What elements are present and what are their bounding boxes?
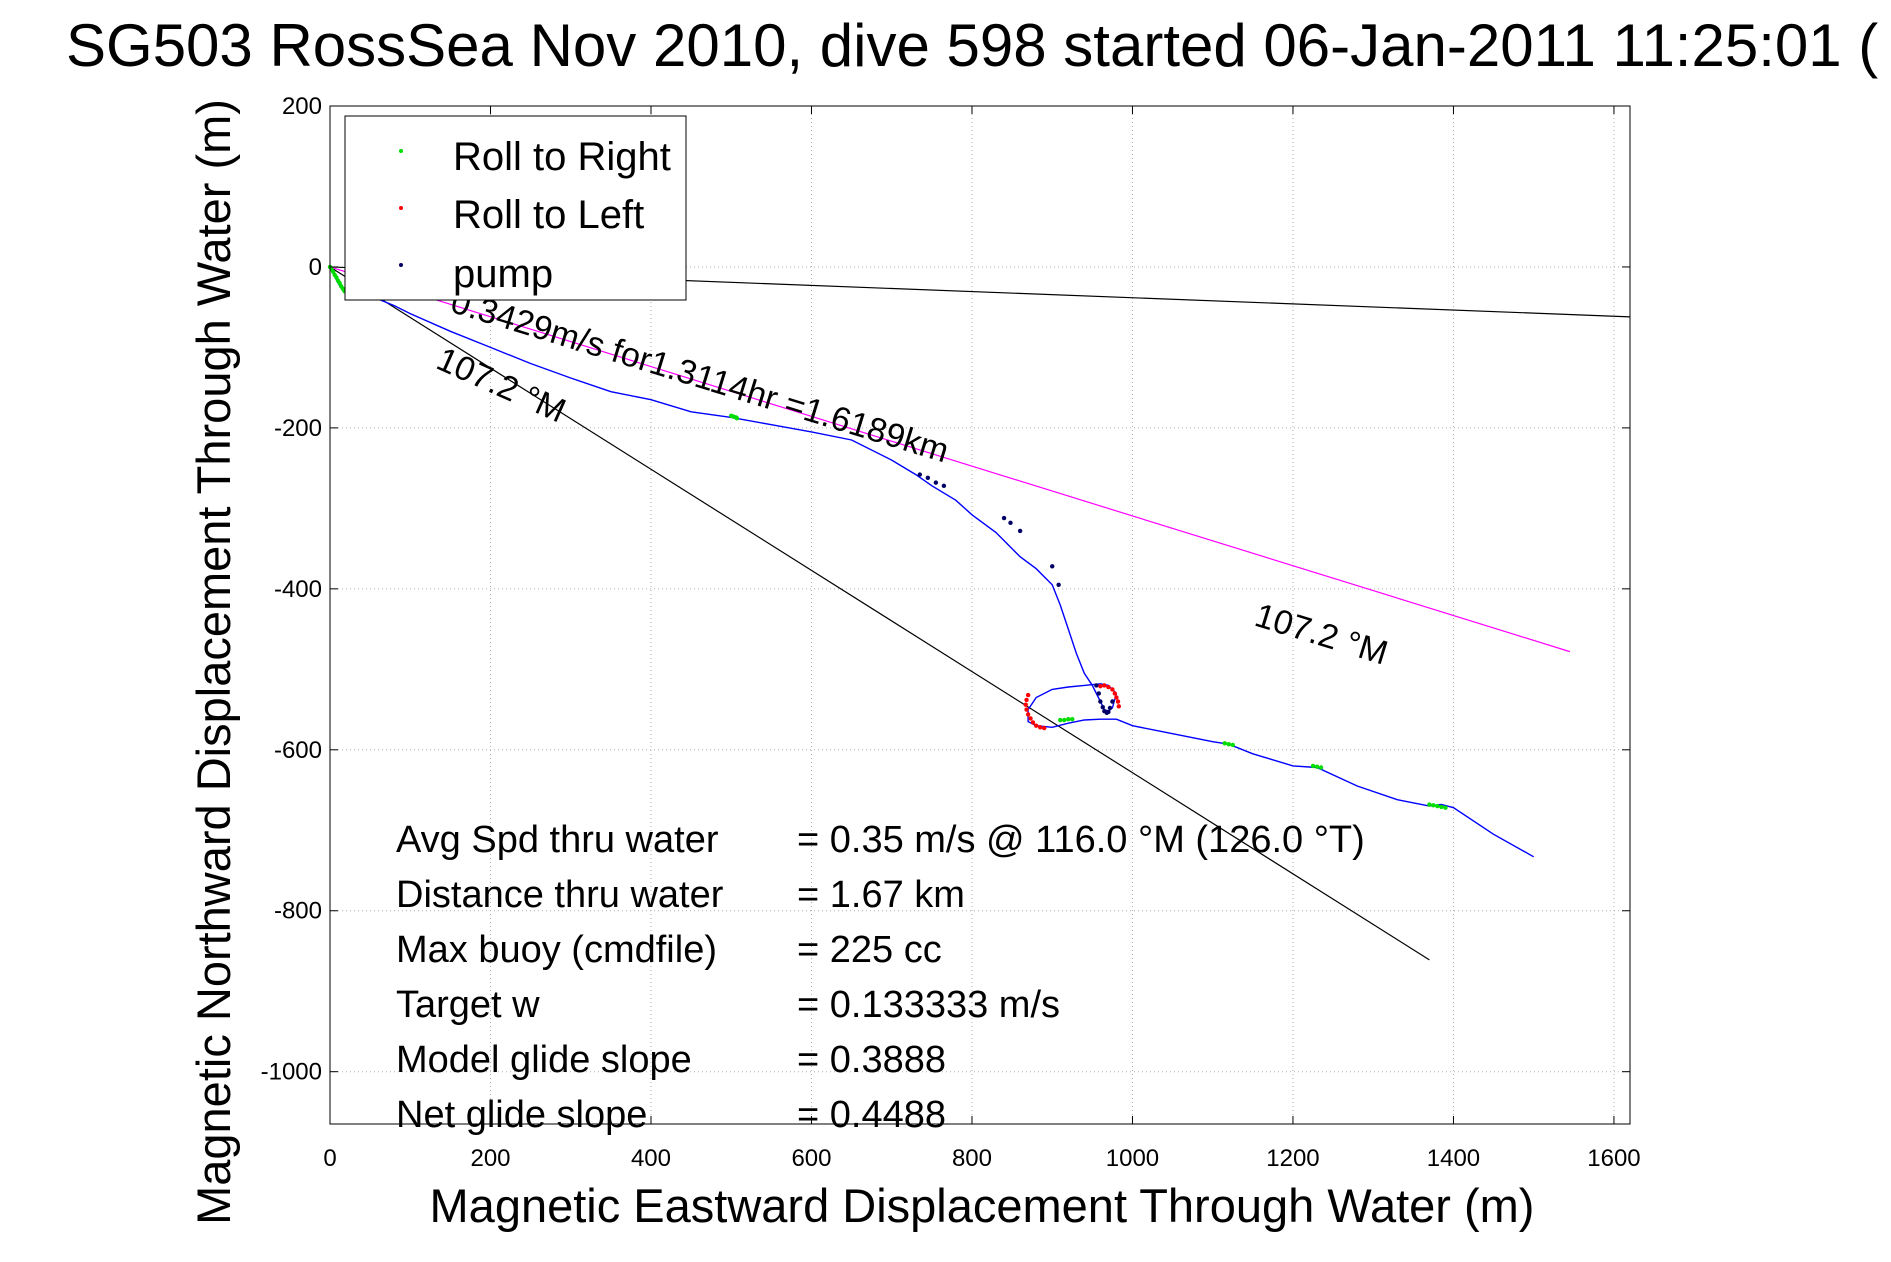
y-tick-label: -800 <box>274 898 322 925</box>
y-tick-label: -600 <box>274 737 322 764</box>
pump-point <box>925 475 931 480</box>
pump-point <box>1107 705 1113 711</box>
roll-to-right-point <box>1443 805 1448 810</box>
roll-to-right-point <box>1070 717 1075 722</box>
glider-track-line <box>329 266 1535 858</box>
x-tick-label: 1400 <box>1427 1145 1480 1172</box>
roll-to-right-point <box>1230 742 1235 748</box>
pump-point <box>933 480 939 485</box>
y-tick-label: 0 <box>309 254 322 281</box>
legend-label-roll-right: Roll to Right <box>453 135 671 179</box>
pump-point <box>1017 528 1023 534</box>
roll-to-left-point <box>1102 683 1107 688</box>
legend-label-pump: pump <box>453 252 553 296</box>
roll-to-right-point <box>1318 765 1324 770</box>
roll-to-right-point <box>1439 804 1444 810</box>
y-tick-label: -400 <box>274 576 322 603</box>
roll-to-left-point <box>1112 691 1118 696</box>
legend-marker-pump <box>399 263 403 267</box>
stats-label: Net glide slope <box>396 1094 647 1136</box>
stats-value: = 0.3888 <box>797 1039 946 1081</box>
roll-to-left-point <box>1023 702 1028 707</box>
pump-point <box>1001 515 1007 521</box>
x-tick-label: 1000 <box>1106 1145 1159 1172</box>
pump-point <box>1008 520 1013 526</box>
reference-line-heading-107.2 <box>329 266 1430 961</box>
roll-to-left-point <box>1024 697 1029 703</box>
reference-line-magenta <box>329 266 1570 653</box>
stats-label: Model glide slope <box>396 1039 692 1081</box>
pump-point <box>1056 582 1061 588</box>
roll-to-left-point <box>1033 723 1039 728</box>
y-axis-label: Magnetic Northward Displacement Through … <box>187 99 240 1225</box>
legend-marker-roll-right <box>399 149 403 153</box>
stats-block: Avg Spd thru water = 0.35 m/s @ 116.0 °M … <box>396 819 1365 1136</box>
roll-to-right-point <box>1435 803 1440 809</box>
roll-to-left-point <box>1106 684 1111 690</box>
roll-to-left-point <box>1030 720 1036 725</box>
x-tick-label: 600 <box>791 1145 831 1172</box>
roll-to-right-point <box>1431 803 1436 808</box>
stats-value: = 0.133333 m/s <box>797 984 1060 1026</box>
roll-to-left-point <box>1116 704 1122 709</box>
pump-point <box>1096 691 1101 696</box>
roll-to-left-point <box>1098 684 1103 689</box>
legend-label-roll-left: Roll to Left <box>453 193 644 237</box>
roll-to-right-point <box>1310 763 1316 769</box>
roll-to-left-point <box>1025 692 1031 698</box>
stats-label: Max buoy (cmdfile) <box>396 929 717 971</box>
x-axis-label: Magnetic Eastward Displacement Through W… <box>430 1179 1535 1232</box>
axes-box <box>329 105 1631 1125</box>
stats-value: = 1.67 km <box>797 874 965 916</box>
roll-to-right-point <box>1058 717 1063 723</box>
stats-label: Avg Spd thru water <box>396 819 719 861</box>
roll-to-left-point <box>1037 725 1043 730</box>
plot-area <box>327 264 1631 961</box>
y-tick-label: -200 <box>274 415 322 442</box>
roll-to-right-point <box>1427 802 1432 807</box>
roll-to-left-point <box>1115 699 1121 704</box>
stats-label: Target w <box>396 984 540 1026</box>
roll-to-left-point <box>1110 687 1115 692</box>
x-tick-label: 200 <box>470 1145 510 1172</box>
roll-to-right-point <box>1062 717 1067 723</box>
roll-to-right-point <box>734 416 740 421</box>
roll-to-left-point <box>1028 716 1033 721</box>
roll-to-right-point <box>1222 741 1227 746</box>
pump-point <box>917 472 923 477</box>
pump-point <box>1050 564 1055 569</box>
roll-to-left-point <box>1024 707 1029 712</box>
y-tick-label: -1000 <box>261 1059 322 1086</box>
pump-point <box>1098 699 1103 704</box>
roll-to-left-point <box>1041 725 1047 731</box>
pump-point <box>1100 704 1105 710</box>
x-tick-label: 1600 <box>1587 1145 1640 1172</box>
stats-value: = 0.4488 <box>797 1094 946 1136</box>
legend: Roll to Right Roll to Left pump <box>344 115 687 301</box>
pump-point <box>1094 683 1099 688</box>
x-tick-label: 0 <box>323 1145 336 1172</box>
y-tick-label: 200 <box>282 93 322 120</box>
x-tick-label: 800 <box>952 1145 992 1172</box>
roll-to-left-point <box>1114 695 1119 700</box>
stats-label: Distance thru water <box>396 874 724 916</box>
legend-marker-roll-left <box>399 206 403 210</box>
stats-value: = 225 cc <box>797 929 942 971</box>
roll-to-right-point <box>1226 741 1231 747</box>
chart-title: SG503 RossSea Nov 2010, dive 598 started… <box>66 12 1878 79</box>
pump-point <box>1106 709 1111 715</box>
pump-point <box>941 483 947 489</box>
ticks: 0 200 400 600 800 1000 1200 1400 1600 200 0 -200 -40… <box>261 93 1641 1172</box>
roll-to-left-point <box>1025 712 1031 717</box>
stats-value: = 0.35 m/s @ 116.0 °M (126.0 °T) <box>797 819 1365 861</box>
roll-to-right-point <box>1314 764 1320 769</box>
x-tick-label: 400 <box>631 1145 671 1172</box>
x-tick-label: 1200 <box>1266 1145 1319 1172</box>
roll-to-right-point <box>1066 717 1071 722</box>
pump-point <box>1110 699 1115 704</box>
